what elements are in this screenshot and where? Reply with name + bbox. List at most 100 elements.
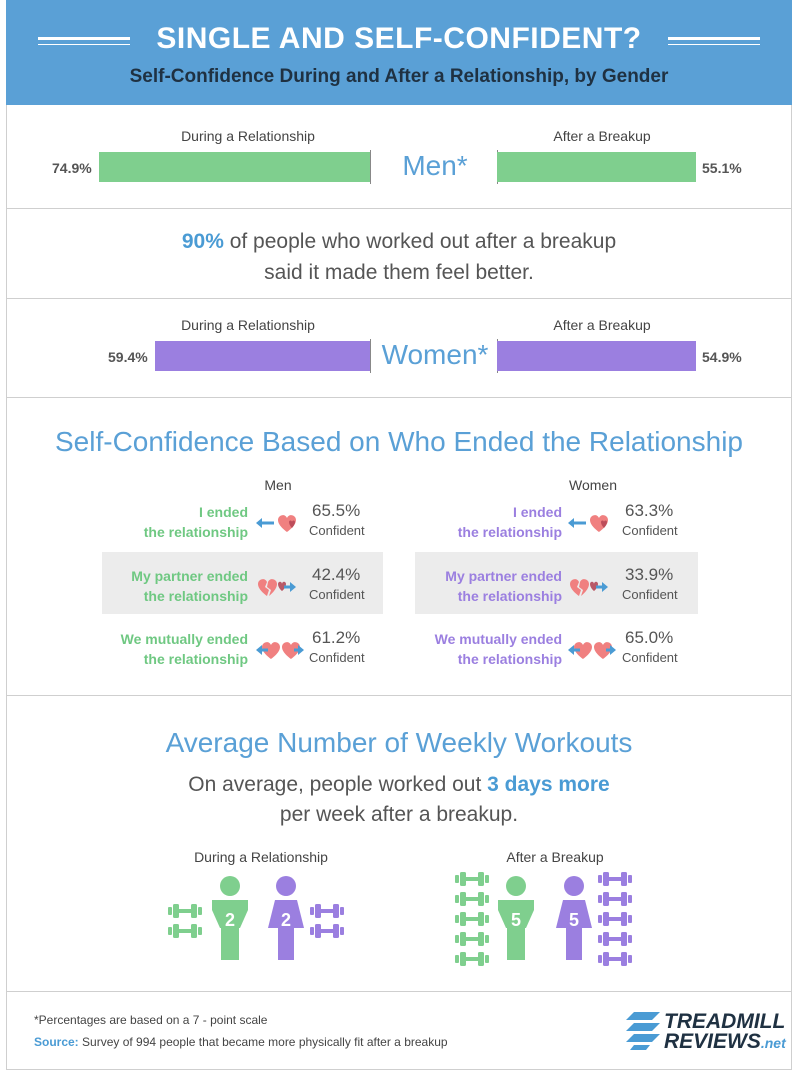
dumbbell-icon [455, 952, 489, 971]
men-during-bar [99, 152, 370, 182]
heart-broken-partner-icon [568, 576, 616, 603]
source-text: Survey of 994 people that became more ph… [78, 1035, 448, 1049]
women-row-highlight [415, 552, 698, 614]
women-who-line2: the relationship [457, 651, 562, 667]
women-who-ended-label: My partner ended the relationship [422, 566, 562, 606]
men-center-label: Men* [402, 150, 468, 181]
treadmill-logo-icon [626, 1012, 660, 1050]
title-rule-right [668, 37, 760, 45]
after-group-label: After a Breakup [506, 849, 604, 865]
dumbbell-icon [598, 932, 632, 951]
dumbbell-icon [455, 892, 489, 911]
men-who-ended-label: I ended the relationship [108, 502, 248, 542]
heart-mutual-icon [256, 639, 304, 666]
heart-broken-partner-icon [256, 576, 304, 603]
dumbbell-icon [598, 952, 632, 971]
men-confidence-value: 42.4% [312, 565, 361, 584]
workouts-title: Average Number of Weekly Workouts [165, 727, 633, 758]
men-who-line1: I ended [198, 504, 248, 520]
divider [6, 695, 792, 696]
source-label: Source: [34, 1035, 79, 1049]
divider [6, 991, 792, 992]
dumbbell-icon [598, 912, 632, 931]
stat-line2: said it made them feel better. [264, 261, 534, 284]
dumbbell-icon [310, 924, 344, 943]
women-during-label: During a Relationship [181, 317, 315, 333]
men-after-value: 55.1% [702, 160, 742, 176]
header-banner: SINGLE AND SELF-CONFIDENT? Self-Confiden… [6, 0, 792, 105]
workouts-highlight: 3 days more [487, 773, 610, 796]
men-after-bar [497, 152, 696, 182]
women-confident-word: Confident [622, 587, 678, 602]
men-confidence-value: 65.5% [312, 501, 361, 520]
woman-figure-icon: 5 [556, 876, 592, 967]
men-column-head: Men [264, 477, 292, 493]
men-during-label: During a Relationship [181, 128, 315, 144]
men-confident-word: Confident [309, 650, 365, 665]
infographic-frame [6, 0, 792, 1070]
women-during-value: 59.4% [108, 349, 148, 365]
logo-line2: REVIEWS [664, 1030, 761, 1053]
women-column-head: Women [569, 477, 617, 493]
women-after-value: 54.9% [702, 349, 742, 365]
women-confidence-value: 63.3% [625, 501, 674, 520]
women-confidence-value: 65.0% [625, 628, 674, 647]
men-who-line1: We mutually ended [120, 631, 248, 647]
svg-text:5: 5 [511, 910, 521, 930]
page-title: SINGLE AND SELF-CONFIDENT? [156, 22, 642, 55]
men-confident-word: Confident [309, 587, 365, 602]
footnote: *Percentages are based on a 7 - point sc… [34, 1013, 268, 1027]
man-figure-icon: 2 [212, 876, 248, 967]
women-center-tick-left [370, 339, 371, 373]
women-confidence-value: 33.9% [625, 565, 674, 584]
dumbbell-icon [168, 904, 202, 923]
men-who-ended-label: My partner ended the relationship [108, 566, 248, 606]
logo-wordmark: TREADMILL REVIEWS.net [664, 1010, 786, 1053]
title-rule-left [38, 37, 130, 45]
men-center-tick-left [370, 150, 371, 184]
women-who-line1: We mutually ended [434, 631, 562, 647]
men-who-line2: the relationship [143, 651, 248, 667]
workouts-line1: On average, people worked out 3 days mor… [6, 773, 792, 797]
divider [6, 208, 792, 209]
men-after-label: After a Breakup [553, 128, 651, 144]
men-who-line2: the relationship [143, 524, 248, 540]
women-who-line1: I ended [512, 504, 562, 520]
divider [6, 397, 792, 398]
heart-ended-self-icon [256, 512, 304, 539]
dumbbell-icon [598, 892, 632, 911]
dumbbell-icon [598, 872, 632, 891]
men-confidence-value: 61.2% [312, 628, 361, 647]
page-subtitle: Self-Confidence During and After a Relat… [129, 66, 669, 87]
women-who-line2: the relationship [457, 524, 562, 540]
women-during-bar [155, 341, 370, 371]
women-after-bar [497, 341, 696, 371]
svg-text:5: 5 [569, 910, 579, 930]
women-who-line1: My partner ended [445, 568, 562, 584]
during-group-label: During a Relationship [194, 849, 328, 865]
workouts-line2: per week after a breakup. [279, 803, 519, 826]
logo-line1: TREADMILL [664, 1010, 786, 1033]
source-line: Source: Survey of 994 people that became… [34, 1035, 448, 1049]
men-who-line2: the relationship [143, 588, 248, 604]
dumbbell-icon [310, 904, 344, 923]
svg-text:2: 2 [281, 910, 291, 930]
women-who-ended-label: We mutually ended the relationship [422, 629, 562, 669]
women-after-label: After a Breakup [553, 317, 651, 333]
stat-highlight: 90% [181, 230, 224, 253]
men-confident-word: Confident [309, 523, 365, 538]
dumbbell-icon [455, 872, 489, 891]
woman-figure-icon: 2 [268, 876, 304, 967]
men-during-value: 74.9% [52, 160, 92, 176]
men-who-line1: My partner ended [131, 568, 248, 584]
divider [6, 298, 792, 299]
women-center-label: Women* [381, 339, 489, 370]
svg-text:2: 2 [225, 910, 235, 930]
dumbbell-icon [455, 912, 489, 931]
women-confident-word: Confident [622, 650, 678, 665]
heart-mutual-icon [568, 639, 616, 666]
men-who-ended-label: We mutually ended the relationship [108, 629, 248, 669]
women-confident-word: Confident [622, 523, 678, 538]
dumbbell-icon [168, 924, 202, 943]
who-ended-title: Self-Confidence Based on Who Ended the R… [55, 426, 743, 457]
